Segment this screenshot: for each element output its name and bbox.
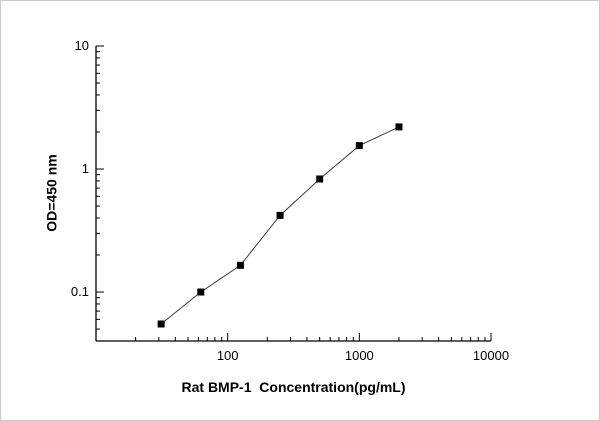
series-line (160, 126, 400, 325)
data-point-marker (236, 261, 244, 269)
data-point-marker (316, 175, 324, 183)
y-tick-label: 0.1 (71, 284, 89, 299)
data-point-marker (276, 211, 284, 219)
data-point-marker (197, 288, 205, 296)
y-axis-title: OD=450 nm (43, 154, 60, 232)
x-tick-label: 1000 (345, 348, 374, 363)
data-point-marker (395, 123, 403, 131)
data-point-marker (355, 142, 363, 150)
x-tick-label: 10000 (473, 348, 509, 363)
data-point-marker (157, 320, 165, 328)
y-tick-label: 1 (82, 161, 89, 176)
x-tick-label: 100 (217, 348, 239, 363)
y-tick-label: 10 (75, 38, 89, 53)
x-axis-title: Rat BMP-1 Concentration(pg/mL) (181, 379, 406, 395)
